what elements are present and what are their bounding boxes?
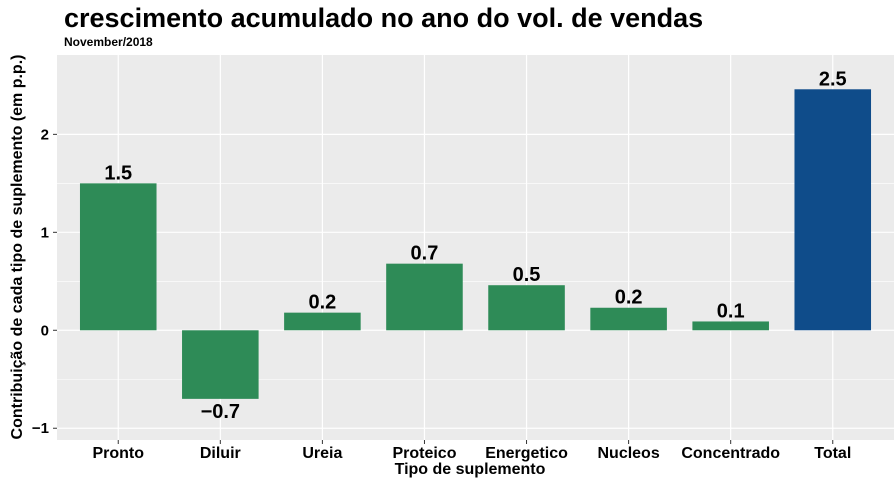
chart-subtitle: November/2018 bbox=[64, 35, 153, 49]
value-label: 0.2 bbox=[308, 292, 336, 314]
y-tick-label: −1 bbox=[32, 420, 49, 437]
bar bbox=[488, 285, 565, 331]
y-tick-label: 2 bbox=[41, 126, 49, 143]
value-label: 0.5 bbox=[513, 264, 541, 286]
bar bbox=[284, 312, 361, 331]
value-label: 1.5 bbox=[104, 162, 132, 184]
x-tick-label: Total bbox=[814, 445, 851, 462]
x-tick-label: Ureia bbox=[302, 445, 342, 462]
y-tick-label: 0 bbox=[41, 322, 49, 339]
bar bbox=[692, 321, 769, 331]
x-tick-label: Concentrado bbox=[681, 445, 780, 462]
x-tick-label: Nucleos bbox=[597, 445, 659, 462]
x-tick-label: Energetico bbox=[485, 445, 568, 462]
value-label: −0.7 bbox=[201, 401, 240, 423]
value-label: 2.5 bbox=[819, 68, 847, 90]
bar bbox=[182, 330, 259, 399]
bar bbox=[794, 89, 872, 331]
x-tick-label: Proteico bbox=[392, 445, 456, 462]
bar bbox=[79, 183, 157, 331]
value-label: 0.2 bbox=[615, 287, 643, 309]
value-label: 0.1 bbox=[717, 300, 745, 322]
x-tick-label: Pronto bbox=[92, 445, 144, 462]
y-axis-title: Contribuição de cada tipo de suplemento … bbox=[9, 55, 26, 440]
y-tick-label: 1 bbox=[41, 224, 49, 241]
value-label: 0.7 bbox=[411, 243, 439, 265]
bar bbox=[386, 263, 463, 331]
chart-title: crescimento acumulado no ano do vol. de … bbox=[64, 3, 703, 33]
x-axis-title: Tipo de suplemento bbox=[395, 461, 546, 478]
x-tick-label: Diluir bbox=[200, 445, 241, 462]
bar bbox=[590, 307, 667, 331]
